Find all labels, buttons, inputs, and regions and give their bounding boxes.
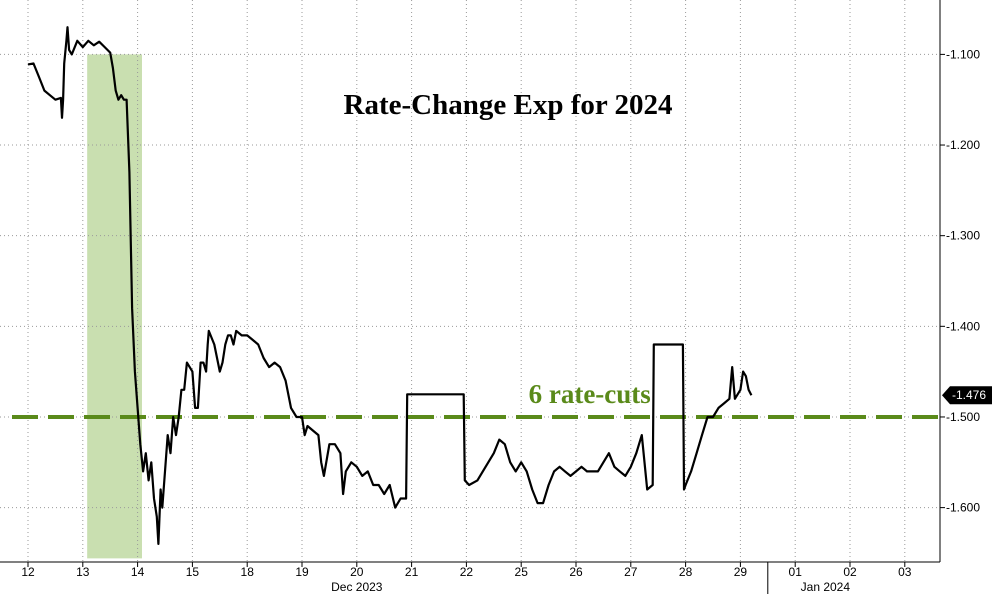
x-month-labels: Dec 2023 Jan 2024 xyxy=(331,580,850,594)
x-tick-label: 18 xyxy=(241,565,255,579)
series-line xyxy=(27,26,753,545)
y-tick-label: -1.300 xyxy=(946,229,980,243)
x-tick-label: 20 xyxy=(350,565,364,579)
x-tick-label: 28 xyxy=(679,565,693,579)
plot-area xyxy=(0,0,940,562)
y-axis-ticks: -1.100 -1.200 -1.300 -1.400 -1.500 -1.600 xyxy=(940,47,980,515)
y-tick-label: -1.600 xyxy=(946,501,980,515)
x-month-label: Jan 2024 xyxy=(801,580,851,594)
x-tick-label: 02 xyxy=(843,565,857,579)
x-tick-label: 21 xyxy=(405,565,419,579)
reference-label: 6 rate-cuts xyxy=(529,379,651,409)
x-tick-label: 27 xyxy=(624,565,638,579)
last-value-label: -1.476 xyxy=(952,388,986,402)
x-tick-label: 29 xyxy=(734,565,748,579)
y-tick-label: -1.100 xyxy=(946,47,980,61)
x-tick-label: 14 xyxy=(131,565,145,579)
highlight-band xyxy=(87,54,142,559)
x-tick-label: 13 xyxy=(76,565,90,579)
x-tick-label: 26 xyxy=(569,565,583,579)
x-axis-ticks: 12 13 14 15 18 19 20 21 22 25 26 27 28 29 01 02 03 xyxy=(21,562,912,594)
chart-title: Rate-Change Exp for 2024 xyxy=(344,89,673,121)
y-tick-label: -1.500 xyxy=(946,410,980,424)
y-tick-label: -1.400 xyxy=(946,319,980,333)
last-value-tag: -1.476 xyxy=(942,386,992,405)
y-tick-label: -1.200 xyxy=(946,138,980,152)
x-tick-label: 19 xyxy=(295,565,309,579)
x-tick-label: 12 xyxy=(21,565,35,579)
x-tick-label: 01 xyxy=(789,565,803,579)
x-month-label: Dec 2023 xyxy=(331,580,383,594)
last-value-marker xyxy=(942,386,992,405)
x-tick-label: 25 xyxy=(515,565,529,579)
x-tick-label: 15 xyxy=(186,565,200,579)
x-tick-label: 22 xyxy=(460,565,474,579)
x-tick-label: 03 xyxy=(898,565,912,579)
